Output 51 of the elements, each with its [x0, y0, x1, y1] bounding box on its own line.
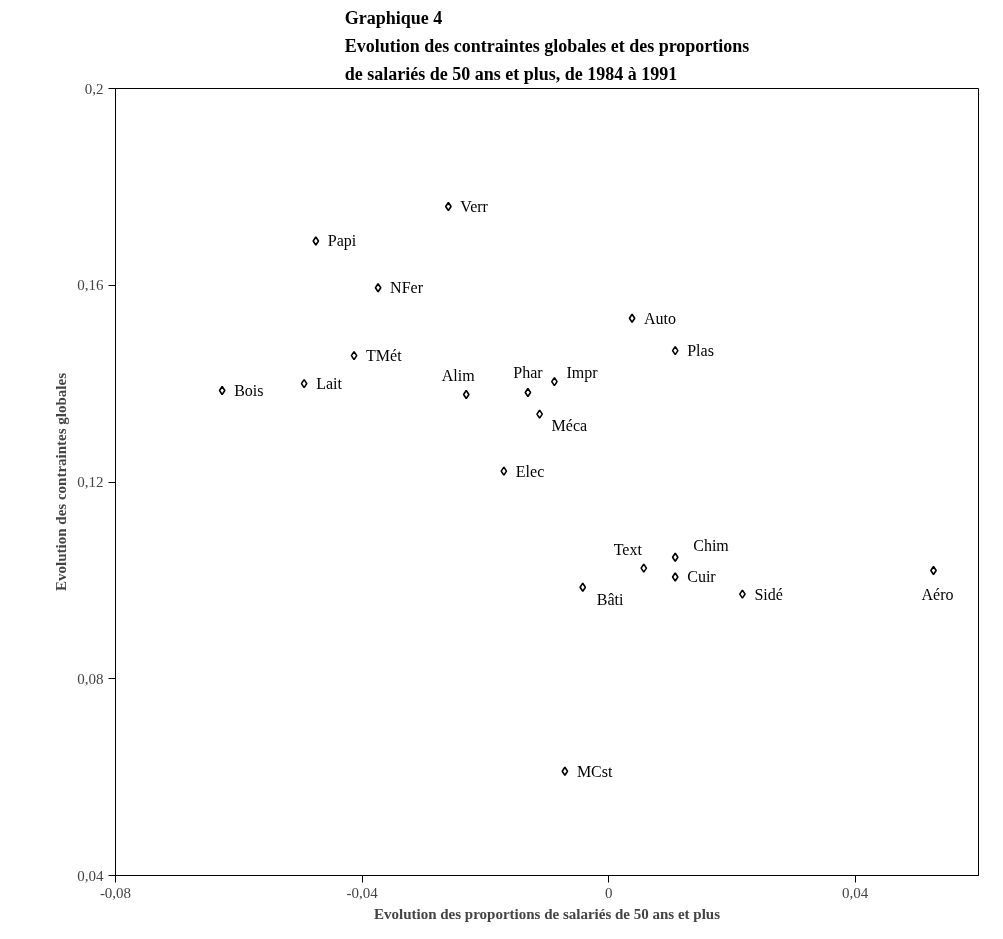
point: [500, 466, 508, 476]
y-tick-label: 0,08: [77, 670, 104, 687]
point: [640, 563, 648, 573]
series-label: Text: [613, 540, 643, 558]
point: [738, 589, 746, 599]
point: [671, 552, 679, 563]
series-label: Verr: [460, 198, 489, 216]
x-axis-title: Evolution des proportions de salariés de 50 ans et plus: [373, 905, 721, 922]
y-tick-label: 0,04: [77, 867, 104, 884]
point: [561, 766, 569, 777]
point: [524, 387, 532, 398]
y-tick-label: 0,2: [84, 80, 104, 97]
x-tick-label: -0,08: [99, 884, 132, 901]
series-label: Lait: [316, 375, 343, 393]
point: [579, 582, 587, 593]
series-label: TMét: [366, 347, 403, 365]
series-label: NFer: [390, 279, 424, 297]
point: [628, 313, 636, 324]
x-tick-label: 0: [604, 884, 613, 901]
point: [671, 572, 679, 582]
point: [671, 345, 679, 356]
point: [550, 376, 558, 387]
series-label: MCst: [576, 762, 613, 780]
series-label: Alim: [441, 366, 476, 384]
series-label: Cuir: [687, 568, 717, 586]
point: [374, 282, 382, 293]
x-tick-label: 0,04: [842, 884, 869, 901]
series-label: Auto: [644, 309, 677, 327]
chart-title: Graphique 4 Evolution des contraintes globales et des proportions de salariés de 50 ans et plus, de 1984 à 1991: [344, 7, 750, 84]
series-label: Plas: [687, 342, 714, 360]
series-label: Elec: [515, 462, 545, 480]
series-label: Méca: [551, 416, 588, 434]
point: [218, 385, 226, 396]
point: [462, 389, 470, 400]
point: [536, 409, 544, 419]
point: [350, 350, 358, 361]
series-label: Bâti: [596, 590, 624, 608]
y-axis-title: Evolution des contraintes globales: [53, 372, 70, 591]
point: [300, 378, 308, 389]
point: [444, 201, 452, 212]
series-label: Impr: [566, 364, 599, 383]
y-tick-label: 0,12: [77, 474, 104, 490]
series-label: Chim: [693, 536, 730, 554]
y-tick-label: 0,16: [77, 277, 104, 294]
point: [312, 236, 320, 246]
series-label: Phar: [513, 363, 544, 381]
x-tick-label: -0,04: [346, 884, 379, 901]
series-label: Sidé: [754, 585, 783, 603]
series-label: Papi: [327, 232, 357, 251]
series-label: Aéro: [921, 586, 954, 604]
series-label: Bois: [234, 382, 264, 400]
